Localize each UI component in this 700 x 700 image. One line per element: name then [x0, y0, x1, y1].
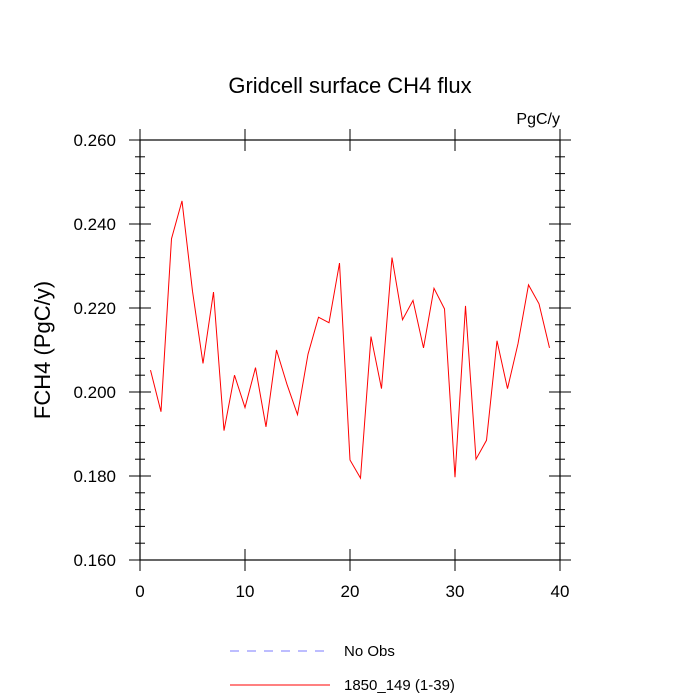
y-tick-label: 0.180 [73, 467, 116, 486]
y-axis-label: FCH4 (PgC/y) [30, 281, 55, 419]
tick-labels: 0 10 20 30 40 0.160 0.180 0.200 0.220 0.240 0.260 [73, 131, 569, 601]
y-tick-label: 0.200 [73, 383, 116, 402]
x-tick-label: 10 [236, 582, 255, 601]
chart-title: Gridcell surface CH4 flux [228, 73, 471, 98]
x-tick-label: 20 [341, 582, 360, 601]
y-tick-label: 0.220 [73, 299, 116, 318]
x-tick-label: 0 [135, 582, 144, 601]
legend-label-1850-149: 1850_149 (1-39) [344, 677, 455, 694]
units-label: PgC/y [516, 111, 560, 128]
legend-label-no-obs: No Obs [344, 643, 395, 660]
series-line-0 [150, 200, 550, 480]
y-tick-label: 0.240 [73, 215, 116, 234]
plot-frame [139, 139, 561, 561]
axis-ticks [129, 129, 571, 571]
x-tick-label: 30 [446, 582, 465, 601]
series-lines [150, 200, 550, 480]
y-tick-label: 0.160 [73, 551, 116, 570]
x-tick-label: 40 [551, 582, 570, 601]
y-tick-label: 0.260 [73, 131, 116, 150]
legend: No Obs 1850_149 (1-39) [230, 643, 455, 694]
